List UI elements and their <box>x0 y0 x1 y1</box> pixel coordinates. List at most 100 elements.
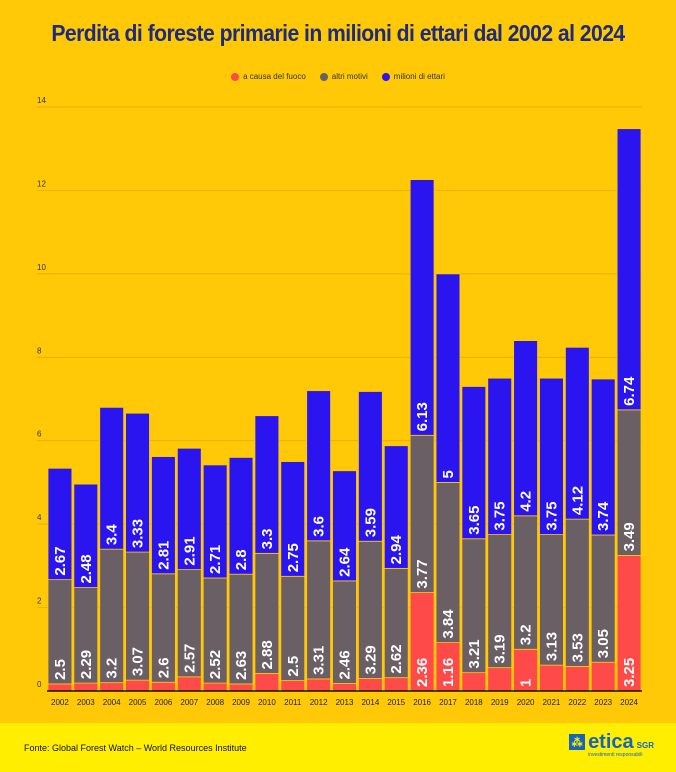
bar-segment-fire <box>254 673 280 692</box>
x-tick-label: 2018 <box>465 698 483 707</box>
bar-segment-fire <box>306 678 331 692</box>
bar-segment-fire <box>176 676 202 692</box>
x-tick-label: 2012 <box>310 698 328 707</box>
bar-segment-total <box>151 456 176 575</box>
bar-segment-fire <box>151 681 176 692</box>
y-tick-label: 2 <box>37 597 42 606</box>
data-label: 2.6 <box>155 657 172 678</box>
data-label: 2.46 <box>337 650 354 679</box>
bar-segment-fire <box>99 682 125 692</box>
bar-segment-total <box>616 128 642 411</box>
data-label: 1 <box>518 679 535 687</box>
data-label: 4.2 <box>518 491 535 512</box>
bar-segment-total <box>99 406 125 550</box>
x-tick-label: 2004 <box>103 698 121 707</box>
bar-segment-fire <box>228 683 254 692</box>
legend-swatch <box>381 72 390 81</box>
legend-label: milioni di ettari <box>393 72 445 81</box>
data-label: 3.07 <box>130 647 147 676</box>
data-label: 2.29 <box>78 650 95 679</box>
legend-item-fire: a causa del fuoco <box>231 72 306 81</box>
x-tick-label: 2015 <box>387 698 405 707</box>
y-tick-label: 10 <box>37 263 46 272</box>
data-label: 3.31 <box>311 646 328 675</box>
bar-segment-total <box>383 445 409 569</box>
data-label: 1.16 <box>440 658 457 687</box>
logo-mark-icon: ⁂ <box>569 734 586 750</box>
bar-segment-fire <box>73 682 99 692</box>
x-tick-label: 2008 <box>206 698 224 707</box>
y-tick-label: 6 <box>37 430 42 439</box>
data-label: 3.53 <box>569 633 586 662</box>
bar-segment-fire <box>461 672 487 692</box>
logo-text: etica <box>588 731 634 753</box>
bar-segment-fire <box>487 667 513 692</box>
data-label: 3.4 <box>104 524 121 546</box>
footer: Fonte: Global Forest Watch – World Resou… <box>0 723 676 772</box>
x-tick-label: 2006 <box>155 698 173 707</box>
data-label: 3.3 <box>259 528 276 549</box>
y-tick-label: 8 <box>37 346 42 355</box>
data-label: 2.57 <box>181 644 198 673</box>
bar-segment-total <box>332 470 357 582</box>
y-tick-label: 14 <box>37 96 46 105</box>
data-label: 3.19 <box>492 634 509 663</box>
bar-segment-fire <box>125 679 150 692</box>
data-label: 3.2 <box>104 658 121 679</box>
etica-sgr-logo: ⁂ etica SGR investimenti responsabili <box>569 731 654 758</box>
y-tick-label: 0 <box>37 680 42 689</box>
x-tick-label: 2007 <box>180 698 198 707</box>
y-tick-label: 12 <box>37 179 46 188</box>
bar-segment-fire <box>383 677 409 692</box>
legend-label: altri motivi <box>331 72 368 81</box>
data-label: 3.74 <box>595 501 612 531</box>
bar-segment-total <box>358 391 383 542</box>
x-tick-label: 2024 <box>620 698 638 707</box>
data-label: 2.36 <box>414 658 431 687</box>
x-tick-label: 2010 <box>258 698 276 707</box>
data-label: 2.75 <box>285 543 302 572</box>
data-label: 5 <box>440 470 457 478</box>
legend-item-other: altri motivi <box>319 72 368 81</box>
bar-segment-fire <box>590 661 616 692</box>
data-label: 2.5 <box>285 656 302 677</box>
bar-segment-total <box>202 464 228 579</box>
bar-segment-total <box>47 467 73 581</box>
data-label: 3.2 <box>518 624 535 645</box>
bar-segment-total <box>539 377 564 535</box>
x-tick-label: 2011 <box>284 698 302 707</box>
bar-segment-total <box>73 483 99 588</box>
data-label: 3.75 <box>492 501 509 530</box>
bar-segment-total <box>487 377 513 535</box>
data-label: 2.64 <box>337 547 354 577</box>
bar-segment-total <box>461 386 487 540</box>
bar-segment-total <box>280 461 306 577</box>
x-tick-label: 2023 <box>594 698 612 707</box>
data-label: 3.59 <box>362 508 379 537</box>
data-label: 2.52 <box>207 650 224 679</box>
bar-segment-total <box>254 415 280 554</box>
data-label: 3.77 <box>414 559 431 588</box>
legend-label: a causa del fuoco <box>243 72 306 81</box>
data-label: 2.91 <box>181 536 198 565</box>
data-label: 3.33 <box>130 519 147 548</box>
data-label: 2.71 <box>207 545 224 574</box>
data-label: 3.21 <box>466 639 483 668</box>
bar-segment-fire <box>539 664 564 692</box>
bar-segment-fire <box>280 680 306 692</box>
data-label: 3.75 <box>543 501 560 530</box>
data-label: 3.29 <box>362 645 379 674</box>
data-label: 3.05 <box>595 629 612 658</box>
data-label: 2.67 <box>52 546 69 575</box>
bar-segment-total <box>435 273 461 483</box>
data-label: 3.49 <box>621 522 638 551</box>
data-label: 3.65 <box>466 506 483 535</box>
bar-segment-total <box>409 179 435 436</box>
logo-suffix: SGR <box>636 741 654 750</box>
x-tick-label: 2020 <box>517 698 535 707</box>
data-label: 6.74 <box>621 376 638 406</box>
x-tick-label: 2016 <box>413 698 431 707</box>
data-label: 2.8 <box>233 549 250 570</box>
data-label: 4.12 <box>569 486 586 515</box>
x-tick-label: 2014 <box>361 698 379 707</box>
